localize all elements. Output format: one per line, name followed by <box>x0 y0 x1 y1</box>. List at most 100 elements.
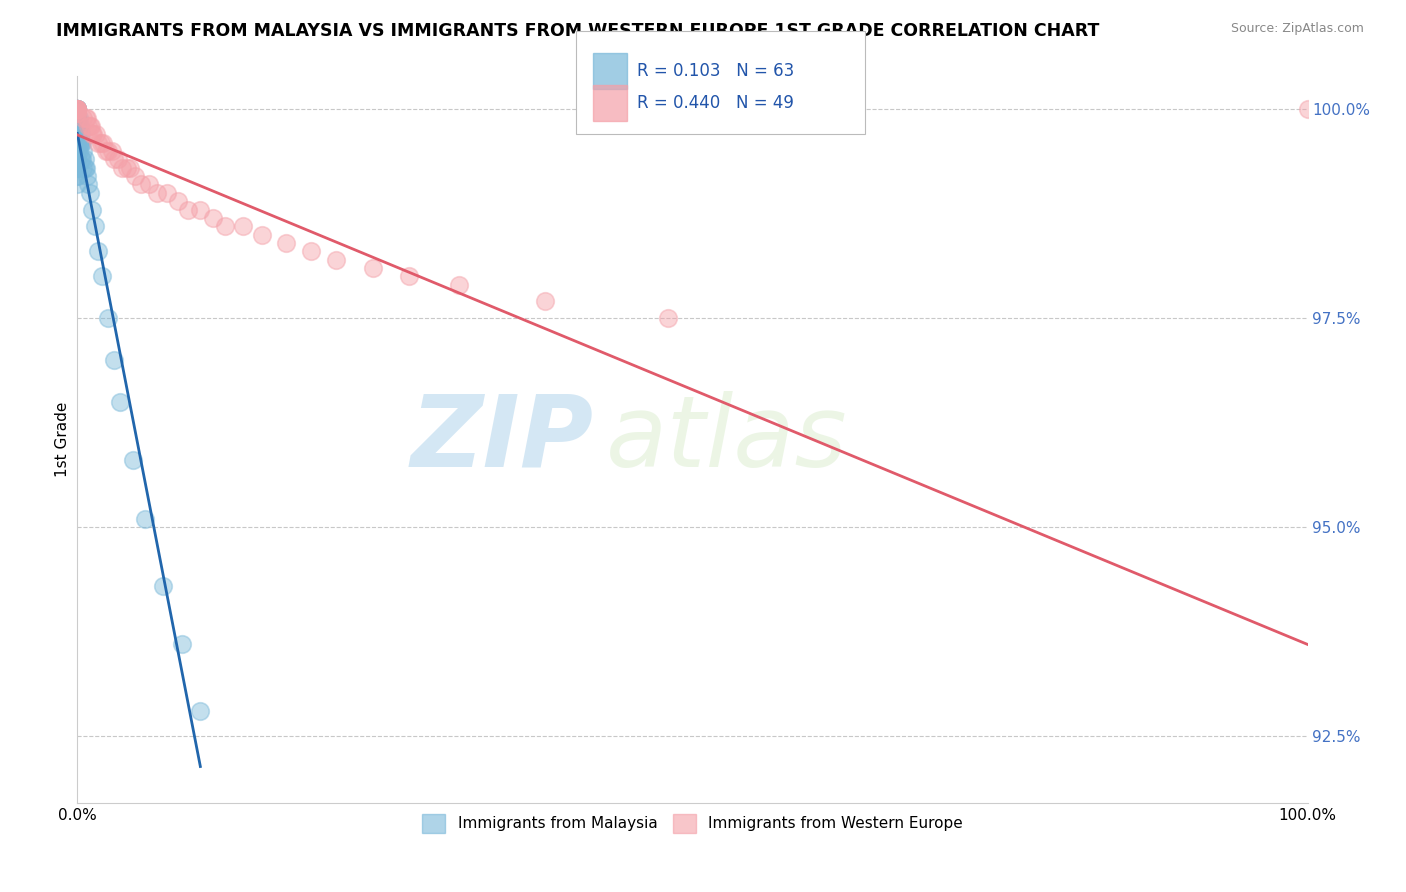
Point <box>66 111 89 125</box>
Point <box>66 153 89 167</box>
Point <box>87 136 110 150</box>
Point <box>250 227 273 242</box>
Point <box>97 144 120 158</box>
Point <box>77 119 100 133</box>
Point <box>361 260 384 275</box>
Text: IMMIGRANTS FROM MALAYSIA VS IMMIGRANTS FROM WESTERN EUROPE 1ST GRADE CORRELATION: IMMIGRANTS FROM MALAYSIA VS IMMIGRANTS F… <box>56 22 1099 40</box>
Point <box>72 144 94 158</box>
Point <box>134 511 156 525</box>
Point <box>66 119 89 133</box>
Point <box>82 128 104 142</box>
Text: R = 0.103   N = 63: R = 0.103 N = 63 <box>637 62 794 80</box>
Point <box>447 277 470 292</box>
Point <box>66 136 89 150</box>
Point <box>75 111 97 125</box>
Point <box>66 144 89 158</box>
Point <box>121 453 143 467</box>
Point <box>103 353 125 368</box>
Point <box>129 178 153 192</box>
Point <box>66 169 89 183</box>
Point <box>66 102 89 116</box>
Point <box>66 106 89 120</box>
Point <box>72 111 94 125</box>
Point <box>67 144 90 158</box>
Point <box>398 269 420 284</box>
Point <box>66 102 89 116</box>
Point <box>107 153 129 167</box>
Point <box>66 144 89 158</box>
Point <box>90 136 112 150</box>
Point <box>66 102 89 116</box>
Point <box>76 169 98 183</box>
Point <box>67 111 90 125</box>
Point <box>91 136 114 150</box>
Text: Source: ZipAtlas.com: Source: ZipAtlas.com <box>1230 22 1364 36</box>
Point <box>69 136 91 150</box>
Point <box>152 578 174 592</box>
Point <box>70 136 93 150</box>
Point <box>70 136 93 150</box>
Point <box>94 144 117 158</box>
Point <box>146 186 169 200</box>
Point <box>276 235 298 250</box>
Text: R = 0.440   N = 49: R = 0.440 N = 49 <box>637 95 794 112</box>
Point <box>76 111 98 125</box>
Point <box>73 153 96 167</box>
Point <box>66 102 89 116</box>
Point <box>299 244 322 259</box>
Point <box>138 178 160 192</box>
Text: ZIP: ZIP <box>411 391 595 488</box>
Text: atlas: atlas <box>606 391 848 488</box>
Point <box>657 311 679 326</box>
Point <box>177 202 200 217</box>
Point <box>170 637 193 651</box>
Point <box>66 119 89 133</box>
Point <box>232 219 254 234</box>
Point <box>87 244 110 259</box>
Point <box>70 128 93 142</box>
Point <box>67 119 90 133</box>
Point <box>66 111 89 125</box>
Point <box>66 102 89 116</box>
Point <box>72 161 94 175</box>
Point <box>167 194 190 209</box>
Point <box>66 169 89 183</box>
Legend: Immigrants from Malaysia, Immigrants from Western Europe: Immigrants from Malaysia, Immigrants fro… <box>416 808 969 838</box>
Point <box>66 111 89 125</box>
Point <box>82 202 104 217</box>
Point <box>83 219 105 234</box>
Point <box>66 102 89 116</box>
Point <box>66 102 89 116</box>
Point <box>214 219 236 234</box>
Point <box>79 119 101 133</box>
Point <box>66 161 89 175</box>
Point <box>66 102 89 116</box>
Point <box>66 111 89 125</box>
Point <box>66 102 89 116</box>
Point <box>66 102 89 116</box>
Point <box>90 269 114 284</box>
Point <box>70 153 93 167</box>
Point <box>66 161 89 175</box>
Point <box>66 153 89 167</box>
Point <box>69 119 91 133</box>
Point <box>73 161 96 175</box>
Point <box>110 394 132 409</box>
Point <box>97 311 120 326</box>
Point <box>1296 102 1319 116</box>
Point <box>66 106 89 120</box>
Point <box>66 102 89 116</box>
Point <box>534 294 557 309</box>
Point <box>84 128 107 142</box>
Point <box>66 128 89 142</box>
Point <box>66 102 89 116</box>
Point <box>325 252 347 267</box>
Point <box>188 704 212 718</box>
Point <box>69 128 91 142</box>
Point <box>66 102 89 116</box>
Point <box>80 119 103 133</box>
Point <box>111 161 132 175</box>
Point <box>66 128 89 142</box>
Point <box>66 102 89 116</box>
Point <box>115 161 138 175</box>
